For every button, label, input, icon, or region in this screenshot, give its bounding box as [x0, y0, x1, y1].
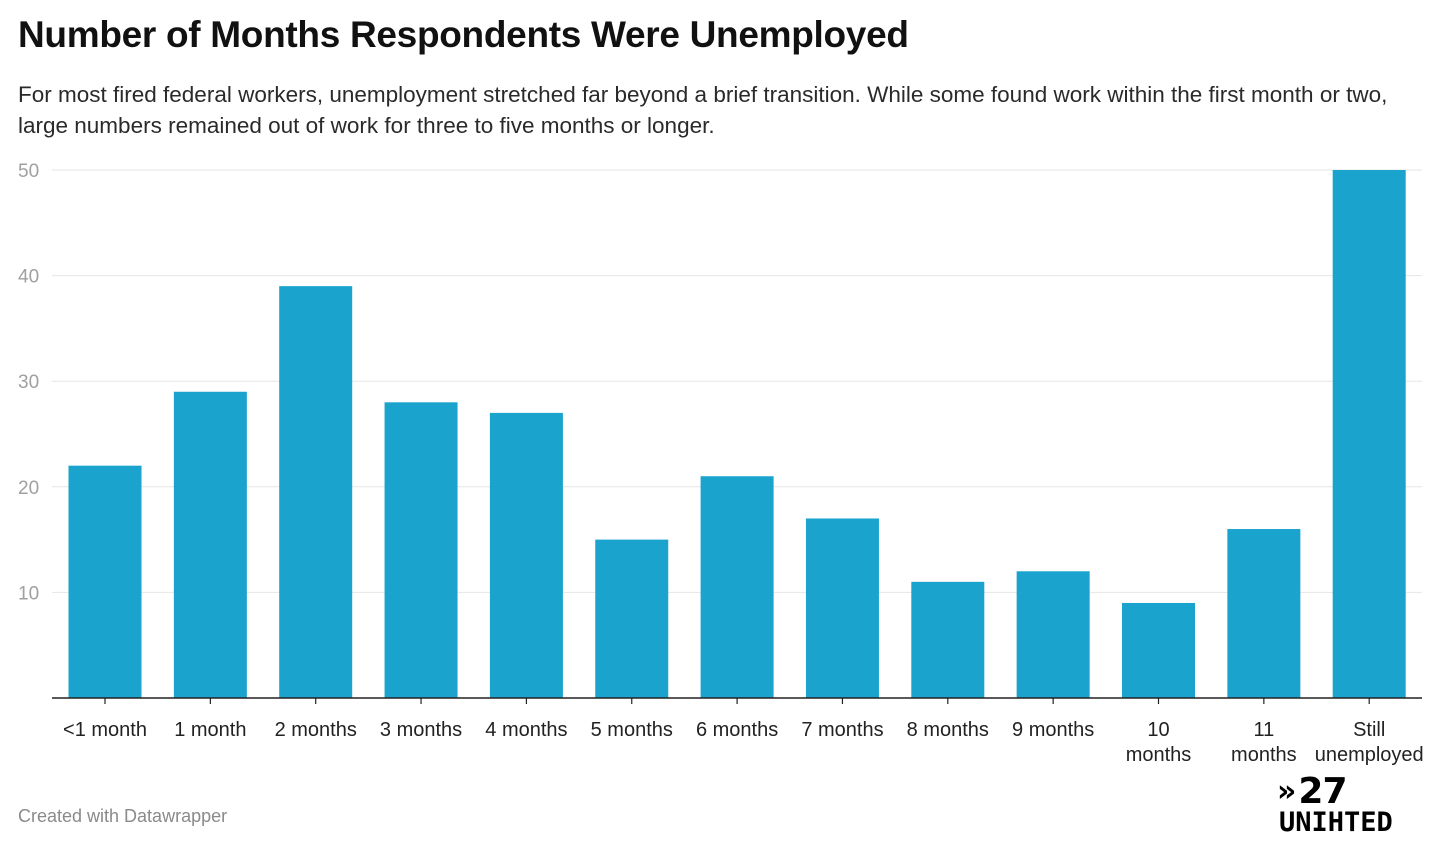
x-tick-label: 1 month	[174, 719, 246, 741]
x-tick-label: 2 months	[275, 719, 357, 741]
bar	[68, 465, 142, 698]
x-tick-label: Still unemployed	[1315, 719, 1424, 766]
bar	[173, 391, 247, 698]
y-axis-tick-labels: 10 20 30 40 50	[18, 161, 39, 604]
x-tick-label-line: 6 months	[696, 719, 778, 741]
y-tick-label: 20	[18, 478, 39, 499]
bar	[700, 476, 774, 698]
x-tick-label-line: unemployed	[1315, 744, 1424, 766]
bar	[1332, 170, 1406, 698]
bar-chart: 10 20 30 40 50 <1 month 1 month 2 months 3 mont…	[18, 161, 1424, 766]
bar	[595, 539, 669, 698]
x-tick-label-line: 7 months	[801, 719, 883, 741]
bar	[805, 518, 879, 698]
bar	[384, 402, 458, 698]
x-tick-label-line: <1 month	[63, 719, 147, 741]
x-tick-label-line: 11	[1253, 719, 1274, 741]
x-tick-label-line: 10	[1147, 719, 1169, 741]
x-tick-label: <1 month	[63, 719, 147, 741]
x-tick-label: 9 months	[1012, 719, 1094, 741]
y-tick-label: 10	[18, 583, 39, 604]
x-tick-label-line: months	[1126, 744, 1192, 766]
x-tick-label-line: 2 months	[275, 719, 357, 741]
bars	[68, 170, 1406, 698]
x-tick-label: 10 months	[1126, 719, 1192, 766]
logo-chevron-icon: »	[1277, 774, 1297, 809]
bar	[279, 286, 353, 698]
y-tick-label: 30	[18, 372, 39, 393]
x-axis	[52, 697, 1422, 704]
logo-wordmark: UNIHTED	[1279, 807, 1393, 838]
bar	[911, 581, 985, 698]
brand-logo: » 27 UNIHTED	[1277, 774, 1429, 840]
bar	[1016, 571, 1090, 698]
x-tick-label: 3 months	[380, 719, 462, 741]
x-tick-label-line: 9 months	[1012, 719, 1094, 741]
x-tick-label: 4 months	[485, 719, 567, 741]
x-tick-label-line: Still	[1353, 719, 1385, 741]
x-tick-label: 6 months	[696, 719, 778, 741]
x-tick-label-line: months	[1231, 744, 1297, 766]
chart-title: Number of Months Respondents Were Unempl…	[18, 14, 909, 55]
x-axis-tick-labels: <1 month 1 month 2 months 3 months 4 months 5…	[63, 719, 1424, 766]
x-tick-label-line: 8 months	[907, 719, 989, 741]
x-tick-label-line: 3 months	[380, 719, 462, 741]
logo-number: 27	[1298, 771, 1347, 812]
bar	[489, 412, 563, 698]
x-tick-label-line: 4 months	[485, 719, 567, 741]
chart-subtitle: For most fired federal workers, unemploy…	[18, 82, 1388, 138]
bar	[1227, 529, 1301, 698]
x-tick-label: 11 months	[1231, 719, 1297, 766]
x-tick-label: 8 months	[907, 719, 989, 741]
credit-text: Created with Datawrapper	[18, 806, 228, 826]
y-tick-label: 40	[18, 267, 39, 288]
x-tick-label-line: 5 months	[591, 719, 673, 741]
x-tick-label-line: 1 month	[174, 719, 246, 741]
x-tick-label: 5 months	[591, 719, 673, 741]
bar	[1122, 602, 1195, 698]
x-tick-label: 7 months	[801, 719, 883, 741]
y-tick-label: 50	[18, 161, 39, 182]
